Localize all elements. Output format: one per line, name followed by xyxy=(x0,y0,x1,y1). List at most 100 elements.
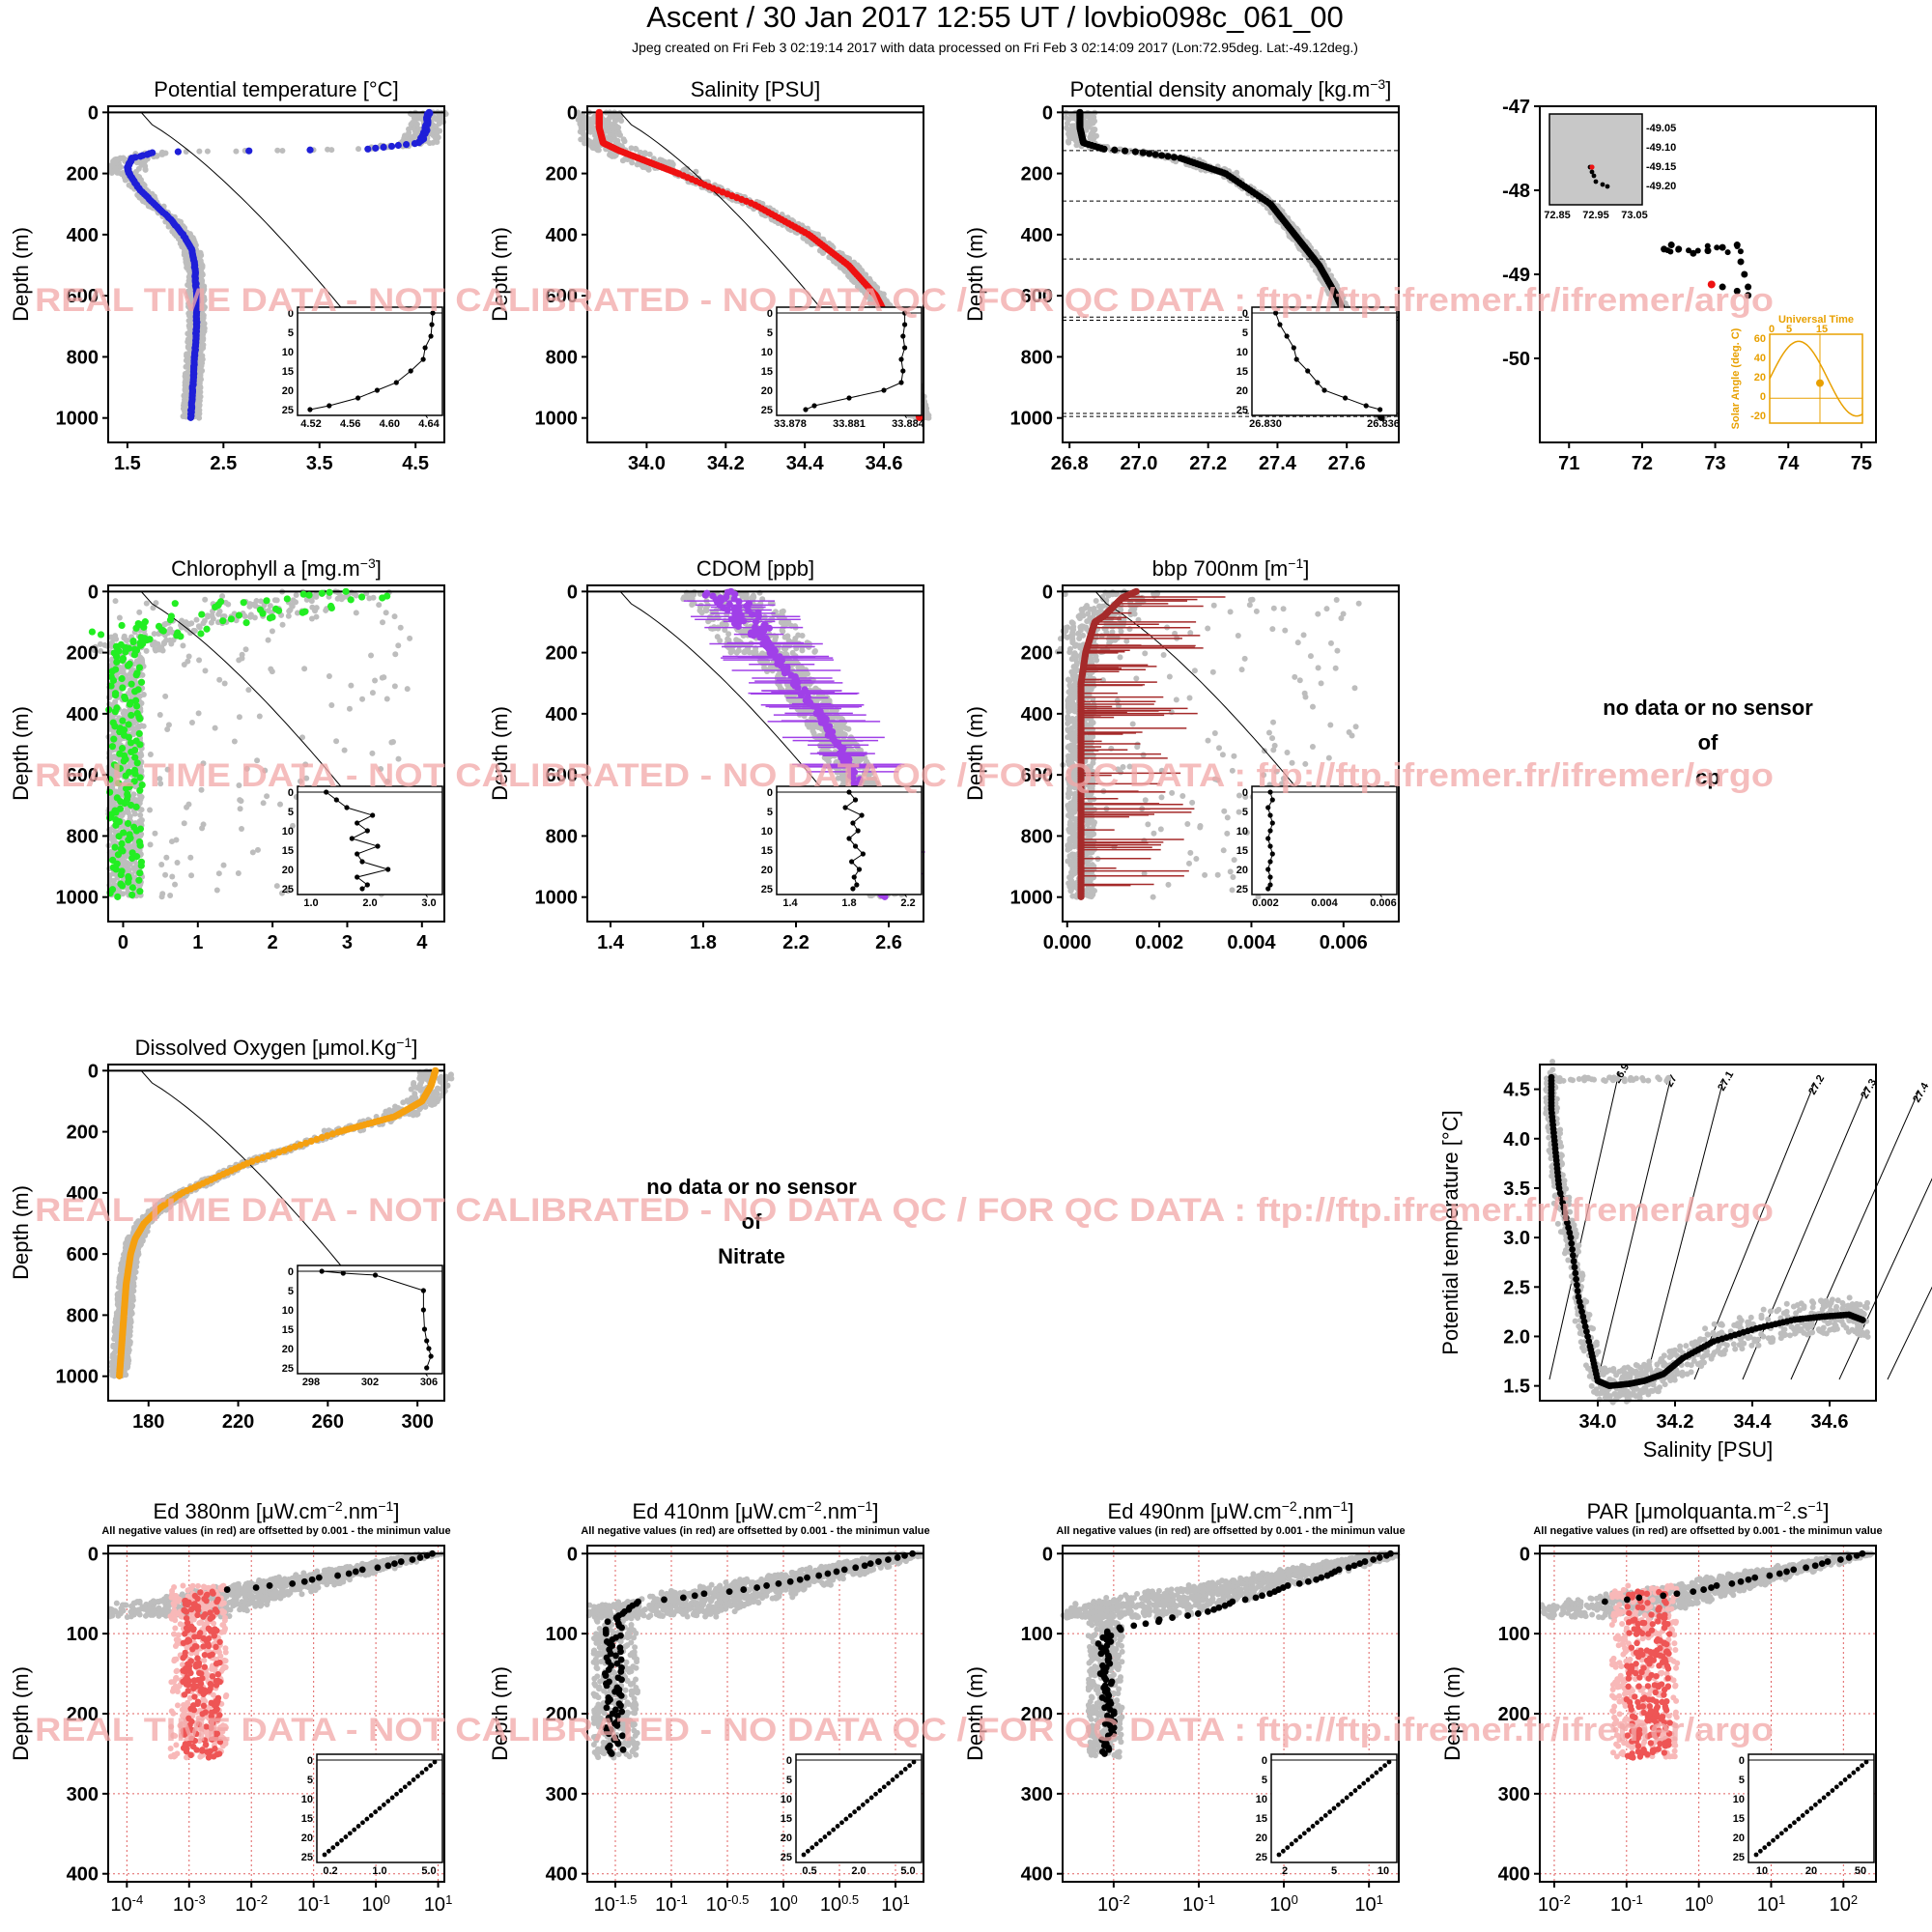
y-tick-label: 0 xyxy=(567,102,578,124)
profile-point xyxy=(394,141,402,150)
history-point xyxy=(169,873,176,880)
track-point xyxy=(1741,270,1748,278)
history-point xyxy=(390,739,397,746)
zoom-inset-x-tick: 73.05 xyxy=(1621,210,1648,221)
history-point xyxy=(188,620,195,627)
history-point xyxy=(662,158,668,165)
history-point xyxy=(159,891,166,897)
history-point xyxy=(333,738,340,745)
solar-y-tick: 60 xyxy=(1754,333,1766,345)
zoom-track-point xyxy=(1591,173,1597,179)
y-tick-label: 0 xyxy=(88,102,99,124)
history-point xyxy=(143,647,150,654)
history-point xyxy=(187,333,194,340)
x-tick-label: 34.4 xyxy=(786,453,825,474)
history-point xyxy=(370,594,377,601)
track-point xyxy=(1686,247,1692,254)
y-tick-label: 0 xyxy=(1042,102,1053,124)
solar-y-tick: 40 xyxy=(1754,353,1766,364)
history-point xyxy=(610,125,616,131)
track-point xyxy=(1667,242,1675,249)
y-tick-label: 1000 xyxy=(535,409,579,430)
history-point xyxy=(151,631,157,638)
y-tick-label: 200 xyxy=(1021,164,1053,185)
track-point xyxy=(1714,244,1720,251)
zoom-inset-y-tick: -49.15 xyxy=(1646,161,1676,173)
zoom-inset-frame xyxy=(1548,113,1643,206)
zoom-current-position xyxy=(1589,164,1595,170)
x-tick-label: 27.2 xyxy=(1189,453,1227,474)
history-point xyxy=(269,668,275,675)
history-point xyxy=(1071,123,1078,129)
history-point xyxy=(610,152,616,158)
solar-y-tick: 20 xyxy=(1754,372,1766,384)
y-tick-label: -47 xyxy=(1502,97,1530,118)
y-tick-label: 800 xyxy=(1021,347,1053,368)
history-point xyxy=(264,793,270,800)
inset-y-tick: 20 xyxy=(761,385,773,397)
solar-y-tick: 0 xyxy=(1760,391,1766,403)
history-point xyxy=(277,801,284,808)
y-tick-label: -50 xyxy=(1502,349,1530,370)
history-point xyxy=(204,148,211,155)
history-point xyxy=(603,127,610,133)
history-point xyxy=(212,724,218,731)
x-tick-label: 27.4 xyxy=(1259,453,1297,474)
history-point xyxy=(301,666,308,672)
zoom-track-point xyxy=(1605,184,1610,189)
solar-x-tick: 0 xyxy=(1769,324,1775,335)
history-point xyxy=(219,593,226,600)
inset-x-tick: 26.836 xyxy=(1367,418,1400,430)
history-point xyxy=(250,601,257,608)
history-point xyxy=(199,825,206,832)
history-point xyxy=(237,806,243,812)
history-point xyxy=(383,610,389,616)
panel-title: Potential temperature [°C] xyxy=(154,77,398,101)
history-point xyxy=(577,128,583,135)
profile-point xyxy=(1151,151,1159,158)
history-point xyxy=(249,849,256,856)
zoom-inset-x-tick: 72.85 xyxy=(1544,210,1571,221)
history-point xyxy=(152,830,158,837)
history-point xyxy=(392,651,399,658)
history-point xyxy=(256,713,263,720)
history-point xyxy=(274,147,281,154)
history-point xyxy=(139,657,146,664)
history-point xyxy=(353,610,359,616)
history-point xyxy=(184,374,190,381)
track-point xyxy=(1667,248,1674,255)
inset-x-tick: 4.56 xyxy=(340,418,360,430)
title-part: °C xyxy=(369,77,393,101)
title-part: Potential temperature [ xyxy=(154,77,369,101)
inset-x-tick: 33.878 xyxy=(774,418,807,430)
track-point xyxy=(1675,246,1682,253)
solar-x-tick: 15 xyxy=(1816,324,1828,335)
history-point xyxy=(355,146,362,153)
x-tick-label: 2.5 xyxy=(210,453,237,474)
profile-point xyxy=(174,148,182,156)
history-point xyxy=(286,608,293,614)
history-point xyxy=(369,690,376,696)
history-point xyxy=(233,148,240,155)
history-point xyxy=(247,611,254,618)
history-point xyxy=(328,147,335,154)
panel-title: Salinity [PSU] xyxy=(691,77,821,101)
history-point xyxy=(162,693,169,699)
profile-point xyxy=(372,144,380,152)
profile-point xyxy=(1100,145,1108,153)
inset-y-tick: 10 xyxy=(282,347,294,358)
history-point xyxy=(1063,114,1069,121)
inset-x-tick: 4.64 xyxy=(418,418,440,430)
y-axis-label: Depth (m) xyxy=(9,227,33,322)
x-tick-label: 75 xyxy=(1851,453,1872,474)
zoom-track-point xyxy=(1600,182,1605,187)
history-point xyxy=(198,252,205,259)
zoom-track-point xyxy=(1593,179,1599,185)
history-point xyxy=(188,720,195,726)
y-tick-label: 200 xyxy=(546,164,578,185)
inset-y-tick: 25 xyxy=(282,405,294,416)
inset-frame xyxy=(1251,306,1398,416)
